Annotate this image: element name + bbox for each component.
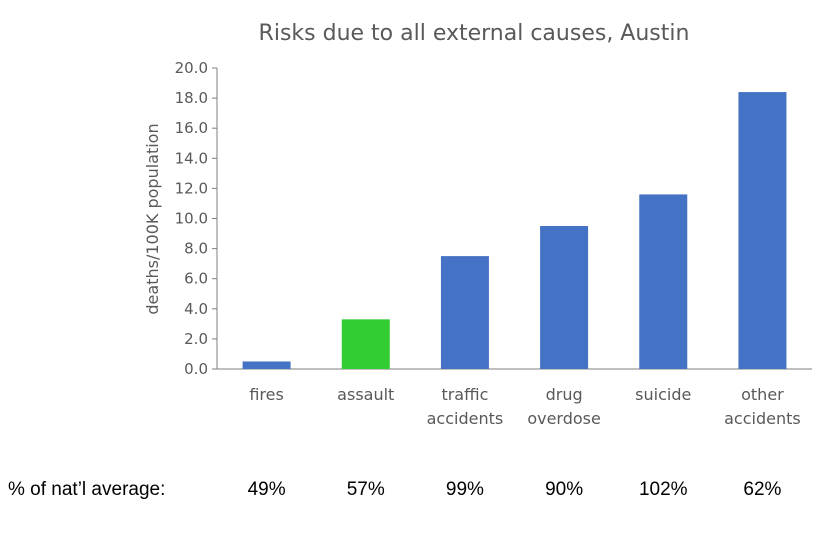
y-axis-label: deaths/100K population bbox=[143, 123, 162, 314]
percent-value: 62% bbox=[743, 479, 781, 500]
percent-values: 49% 57% 99% 90% 102% 62% bbox=[248, 479, 782, 500]
percent-value: 49% bbox=[248, 479, 286, 500]
y-tick-label: 10.0 bbox=[175, 210, 208, 228]
x-category-label: accidents bbox=[724, 409, 801, 428]
percent-value: 57% bbox=[347, 479, 385, 500]
y-tick-label: 18.0 bbox=[175, 89, 208, 107]
y-tick-label: 12.0 bbox=[175, 179, 208, 197]
bar bbox=[440, 256, 489, 369]
x-category-label: drug bbox=[546, 385, 583, 404]
bar bbox=[341, 319, 390, 369]
bar bbox=[242, 361, 291, 369]
percent-value: 102% bbox=[639, 479, 688, 500]
x-category-label: suicide bbox=[635, 385, 691, 404]
bar bbox=[540, 226, 589, 369]
bars bbox=[242, 92, 787, 369]
category-labels: fires assault traffic accidents drug overdose… bbox=[249, 385, 800, 428]
y-tick-label: 0.0 bbox=[184, 360, 208, 378]
y-axis-ticks: 0.0 2.0 4.0 6.0 8.0 10.0 12.0 14.0 16.0 18.0 20.0 bbox=[175, 59, 217, 378]
footer-label: % of nat’l average: bbox=[8, 479, 165, 500]
bar bbox=[639, 194, 688, 369]
x-category-label: other bbox=[741, 385, 784, 404]
x-category-label: accidents bbox=[427, 409, 504, 428]
y-tick-label: 8.0 bbox=[184, 240, 208, 258]
bar bbox=[738, 92, 787, 369]
y-tick-label: 4.0 bbox=[184, 300, 208, 318]
chart-title: Risks due to all external causes, Austin bbox=[259, 21, 690, 46]
y-tick-label: 6.0 bbox=[184, 270, 208, 288]
y-tick-label: 20.0 bbox=[175, 59, 208, 77]
y-tick-label: 2.0 bbox=[184, 330, 208, 348]
x-category-label: traffic bbox=[441, 385, 488, 404]
x-category-label: assault bbox=[337, 385, 394, 404]
y-tick-label: 14.0 bbox=[175, 149, 208, 167]
y-tick-label: 16.0 bbox=[175, 119, 208, 137]
percent-value: 99% bbox=[446, 479, 484, 500]
x-category-label: overdose bbox=[527, 409, 601, 428]
x-category-label: fires bbox=[249, 385, 283, 404]
percent-value: 90% bbox=[545, 479, 583, 500]
